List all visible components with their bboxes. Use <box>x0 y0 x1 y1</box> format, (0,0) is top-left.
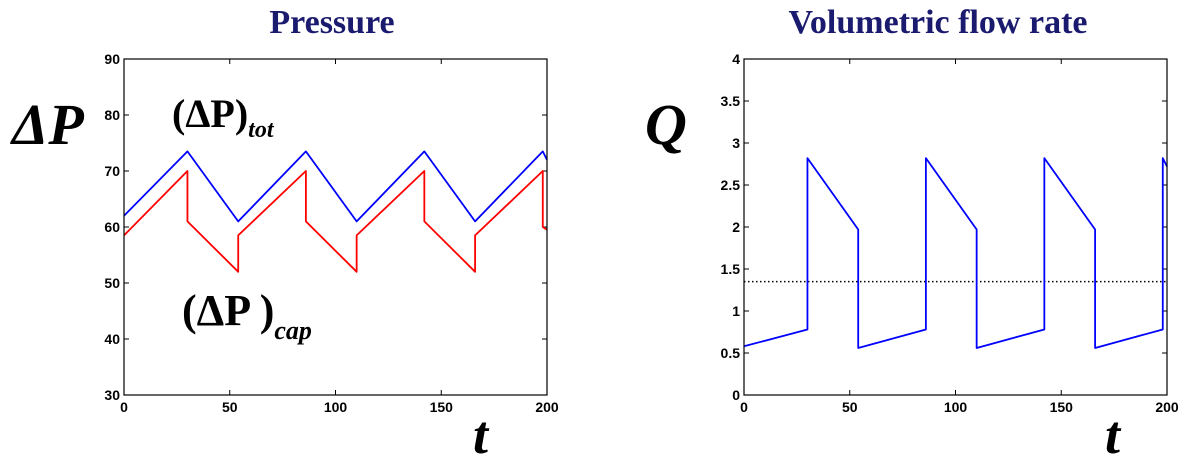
annotation-tot-base: (ΔP) <box>172 91 248 136</box>
flow-ytick-label: 1.5 <box>721 261 741 277</box>
pressure-xtick-label: 0 <box>120 399 128 415</box>
pressure-xtick-label: 150 <box>430 399 454 415</box>
pressure-panel: Pressure ΔP t (ΔP)tot (ΔP )cap 0 50 100 150… <box>10 4 559 459</box>
flow-ytick-label: 3.5 <box>721 93 741 109</box>
annotation-tot: (ΔP)tot <box>172 91 275 143</box>
flow-ytick-label: 1 <box>732 303 740 319</box>
pressure-ylabel: ΔP <box>10 92 84 157</box>
flow-ytick-label: 2.5 <box>721 177 741 193</box>
flow-xlabel: t <box>1105 405 1122 459</box>
flow-axes-box <box>743 58 1168 396</box>
pressure-ytick-label: 60 <box>104 219 120 235</box>
flow-ytick-label: 2 <box>732 219 740 235</box>
annotation-cap-sub: cap <box>274 316 312 345</box>
pressure-ytick-label: 50 <box>104 275 120 291</box>
pressure-series-line-1 <box>123 170 548 273</box>
pressure-series-line-0 <box>123 150 548 223</box>
flow-ytick-label: 4 <box>732 51 740 67</box>
pressure-tick-group: 0 50 100 150 200 30 40 50 60 70 80 90 <box>104 51 558 415</box>
pressure-xtick-label: 50 <box>222 399 238 415</box>
flow-ylabel: Q <box>645 92 687 157</box>
annotation-tot-sub: tot <box>248 117 275 143</box>
pressure-ytick-label: 70 <box>104 163 120 179</box>
pressure-ytick-label: 40 <box>104 331 120 347</box>
pressure-series-group <box>123 150 548 273</box>
flow-xtick-label: 200 <box>1155 399 1179 415</box>
flow-xtick-label: 100 <box>944 399 968 415</box>
flow-panel: Volumetric flow rate Q t 0 50 100 150 200 0 0.… <box>645 4 1179 459</box>
pressure-axes-box <box>123 58 548 396</box>
annotation-cap: (ΔP )cap <box>182 286 312 345</box>
flow-xtick-label: 50 <box>842 399 858 415</box>
pressure-title: Pressure <box>269 4 394 41</box>
flow-ytick-label: 0.5 <box>721 345 741 361</box>
pressure-xlabel: t <box>473 405 490 459</box>
pressure-xtick-label: 200 <box>535 399 559 415</box>
flow-series-line-0 <box>743 157 1168 349</box>
pressure-ytick-label: 90 <box>104 51 120 67</box>
flow-tick-group: 0 50 100 150 200 0 0.5 1 1.5 2 2.5 3 3.5 4 <box>721 51 1179 415</box>
pressure-ytick-label: 80 <box>104 107 120 123</box>
pressure-ytick-label: 30 <box>104 387 120 403</box>
pressure-xtick-label: 100 <box>324 399 348 415</box>
flow-series-group <box>743 157 1168 349</box>
flow-ytick-label: 0 <box>732 387 740 403</box>
flow-ytick-label: 3 <box>732 135 740 151</box>
annotation-cap-base: (ΔP ) <box>182 286 274 335</box>
flow-title: Volumetric flow rate <box>789 4 1088 41</box>
flow-xtick-label: 150 <box>1050 399 1074 415</box>
flow-xtick-label: 0 <box>740 399 748 415</box>
